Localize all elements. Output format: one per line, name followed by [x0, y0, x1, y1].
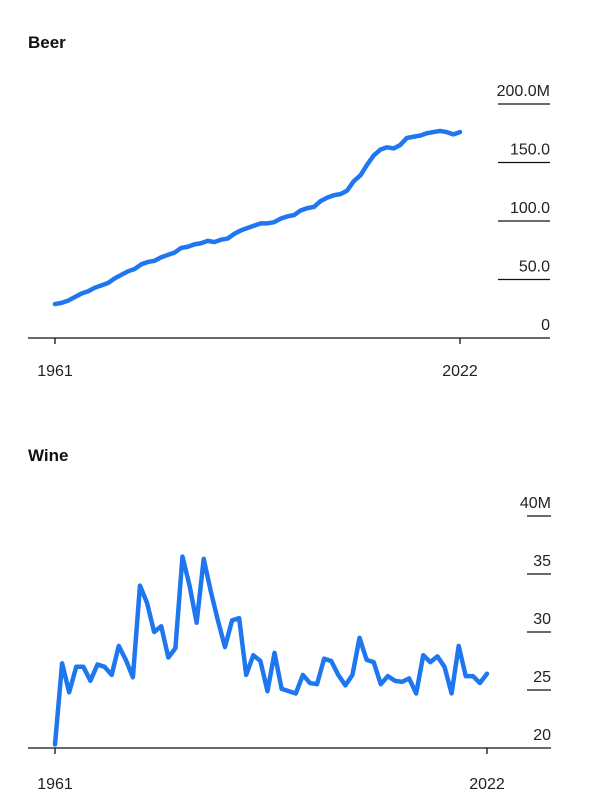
wine-y-tick-label: 25 [533, 669, 551, 686]
beer-series-line [52, 128, 463, 307]
wine-x-tick-label: 1961 [37, 776, 73, 793]
wine-chart: Wine 20 25 30 35 40M 1961 2022 [28, 446, 551, 793]
beer-y-tick-label: 150.0 [510, 142, 550, 159]
wine-x-tick-label: 2022 [469, 776, 505, 793]
beer-title: Beer [28, 33, 66, 52]
wine-y-tick-label: 30 [533, 611, 551, 628]
beer-y-tick-label: 200.0M [497, 83, 550, 100]
beer-y-tick-label: 0 [541, 317, 550, 334]
wine-y-tick-label: 40M [520, 495, 551, 512]
beer-y-tick-label: 50.0 [519, 259, 550, 276]
wine-title: Wine [28, 446, 68, 465]
beer-x-tick-label: 1961 [37, 363, 73, 380]
beer-y-tick-label: 100.0 [510, 200, 550, 217]
beer-x-tick-label: 2022 [442, 363, 478, 380]
wine-series-line [52, 554, 490, 747]
wine-y-tick-label: 35 [533, 553, 551, 570]
wine-y-tick-label: 20 [533, 727, 551, 744]
beer-chart: Beer 0 50.0 100.0 150.0 200.0M 1961 2022 [28, 33, 550, 380]
